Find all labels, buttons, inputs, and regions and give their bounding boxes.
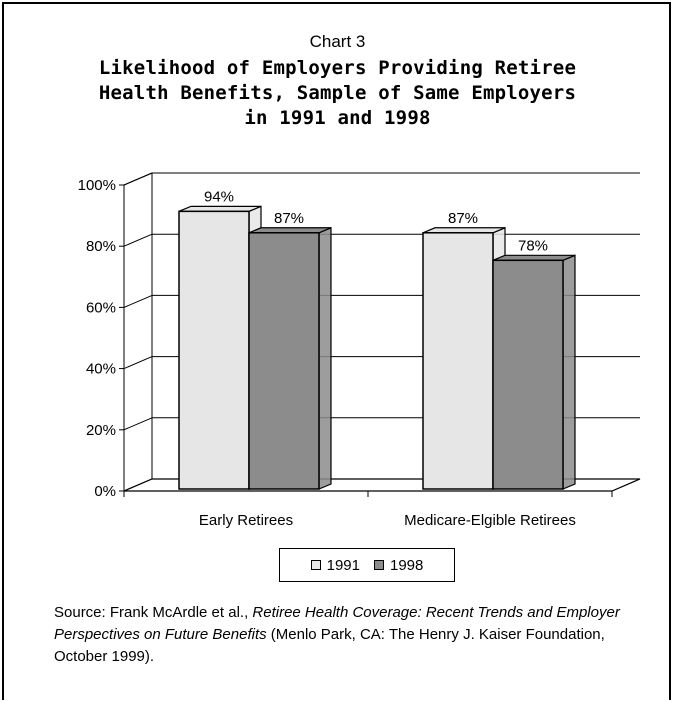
y-tick-label: 80%	[86, 238, 116, 255]
y-tick-label: 20%	[86, 422, 116, 439]
bar-side	[562, 254, 576, 490]
side-wall-gridline	[123, 172, 153, 186]
y-tick-label: 0%	[94, 483, 116, 500]
bar-1998-1	[492, 259, 564, 490]
bar-value-label: 87%	[448, 210, 478, 227]
chart-title: Likelihood of Employers Providing Retire…	[0, 56, 675, 131]
chart-legend: 1991 1998	[279, 548, 455, 582]
bar-side	[318, 226, 332, 490]
y-tick-label: 40%	[86, 361, 116, 378]
bar-value-label: 78%	[518, 237, 548, 254]
bar-1998-0	[248, 232, 320, 490]
x-category-label: Early Retirees	[199, 512, 293, 529]
side-wall-gridline	[123, 356, 153, 370]
bar-value-label: 94%	[204, 188, 234, 205]
x-category-label: Medicare-Elgible Retirees	[404, 512, 576, 529]
legend-item-1998: 1998	[374, 557, 423, 574]
chart-title-line-1: Likelihood of Employers Providing Retire…	[98, 57, 577, 79]
legend-swatch-1998	[374, 560, 384, 570]
chart-number: Chart 3	[309, 32, 366, 51]
y-tick-label: 100%	[78, 177, 116, 194]
source-prefix: Source: Frank McArdle et al.,	[54, 604, 253, 621]
chart-title-line-3: in 1991 and 1998	[244, 107, 431, 129]
bar-1991-1	[422, 232, 494, 490]
bar-value-label: 87%	[274, 210, 304, 227]
bar-1991-0	[178, 210, 250, 490]
side-wall-gridline	[123, 417, 153, 431]
back-wall-top	[123, 172, 640, 186]
legend-label-1991: 1991	[326, 556, 360, 574]
bar-top	[248, 227, 332, 234]
legend-label-1998: 1998	[390, 556, 424, 574]
side-wall-gridline	[123, 294, 153, 308]
chart-title-line-2: Health Benefits, Sample of Same Employer…	[98, 82, 577, 104]
legend-item-1991: 1991	[310, 556, 360, 574]
source-title: Retiree Health Coverage: Recent Trends a…	[54, 604, 620, 643]
side-wall-gridline	[123, 233, 153, 247]
y-tick-label: 60%	[86, 299, 116, 316]
legend-swatch-1991	[310, 560, 321, 570]
source-note: Source: Frank McArdle et al., Retiree He…	[54, 602, 654, 668]
source-suffix: (Menlo Park, CA: The Henry J. Kaiser Fou…	[54, 626, 605, 665]
bar-top	[422, 227, 506, 234]
